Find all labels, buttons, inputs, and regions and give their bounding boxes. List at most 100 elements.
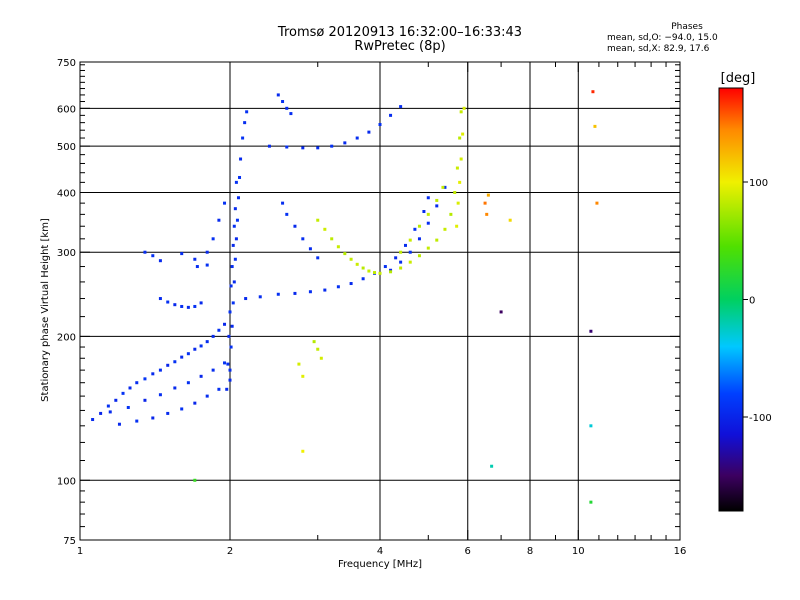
data-point-o xyxy=(233,257,237,261)
data-point-x xyxy=(435,238,439,242)
labels-layer: Frequency [MHz] Stationary phase Virtual… xyxy=(40,218,422,570)
data-point-o xyxy=(180,407,184,411)
data-point-o xyxy=(205,340,209,344)
colorbar: [deg] -100 0 100 xyxy=(718,71,772,512)
data-point-x xyxy=(483,201,487,205)
data-point-o xyxy=(285,212,289,216)
data-point-o xyxy=(143,377,147,381)
data-point-o xyxy=(343,141,347,145)
data-point-o xyxy=(443,185,447,189)
data-point-o xyxy=(230,265,234,269)
data-point-o xyxy=(308,247,312,251)
data-point-o xyxy=(205,394,209,398)
x-tick-label: 16 xyxy=(674,546,687,557)
data-point-o xyxy=(361,277,365,281)
data-point-o xyxy=(239,157,243,161)
data-point-o xyxy=(199,344,203,348)
data-point-o xyxy=(267,144,271,148)
data-point-o xyxy=(217,387,221,391)
data-point-x xyxy=(462,106,466,110)
data-point-o xyxy=(229,345,233,349)
y-axis-label: Stationary phase Virtual Height [km] xyxy=(40,218,51,402)
data-point-o xyxy=(180,355,184,359)
y-tick-label: 750 xyxy=(57,58,76,69)
data-point-o xyxy=(180,304,184,308)
y-tick-label: 200 xyxy=(57,332,76,343)
data-point-x xyxy=(297,362,301,366)
data-point-o xyxy=(293,291,297,295)
data-point-x xyxy=(301,374,305,378)
data-point-x xyxy=(459,157,463,161)
data-point-x xyxy=(458,136,462,140)
data-point-x xyxy=(399,250,403,254)
data-point-x xyxy=(459,110,463,114)
data-point-o xyxy=(231,243,235,247)
colorbar-tick-label: 100 xyxy=(749,178,768,189)
chart-title-block: Tromsø 20120913 16:32:00–16:33:43 RwPret… xyxy=(0,26,800,54)
data-point-o xyxy=(293,224,297,228)
data-point-x xyxy=(367,269,371,273)
data-point-o xyxy=(166,363,170,367)
x-tick-label: 10 xyxy=(572,546,585,557)
data-point-o xyxy=(389,268,393,272)
data-point-o xyxy=(323,288,327,292)
data-point-x xyxy=(389,270,393,274)
data-point-o xyxy=(91,418,95,422)
data-point-o xyxy=(399,260,403,264)
x-tick-label: 4 xyxy=(377,546,383,557)
data-point-o xyxy=(108,410,112,414)
data-point-o xyxy=(285,145,289,149)
data-point-o xyxy=(143,250,147,254)
data-point-o xyxy=(99,411,103,415)
data-point-x xyxy=(193,478,197,482)
data-point-o xyxy=(330,144,334,148)
data-point-x xyxy=(361,266,365,270)
data-point-o xyxy=(143,398,147,402)
data-point-x xyxy=(312,340,316,344)
y-tick-label: 600 xyxy=(57,104,76,115)
data-point-o xyxy=(236,196,240,200)
y-tick-label: 100 xyxy=(57,476,76,487)
data-point-x xyxy=(323,227,327,231)
data-point-x xyxy=(355,262,359,266)
data-point-o xyxy=(281,100,285,104)
data-point-x xyxy=(426,212,430,216)
data-point-o xyxy=(235,218,239,222)
phase-stats-title: Phases xyxy=(671,22,703,32)
x-tick-label: 2 xyxy=(227,546,233,557)
data-point-o xyxy=(193,401,197,405)
chart-subtitle: RwPretec (8p) xyxy=(354,39,446,54)
data-point-x xyxy=(508,218,512,222)
data-point-o xyxy=(173,386,177,390)
data-point-o xyxy=(114,398,118,402)
data-point-o xyxy=(276,93,280,97)
data-point-o xyxy=(367,130,371,134)
data-point-o xyxy=(211,237,215,241)
data-point-x xyxy=(343,252,347,256)
data-point-x xyxy=(591,90,595,94)
data-point-o xyxy=(408,250,412,254)
data-point-x xyxy=(399,266,403,270)
data-point-o xyxy=(233,207,237,211)
data-point-o xyxy=(205,263,209,267)
data-point-o xyxy=(378,123,382,127)
data-point-x xyxy=(426,246,430,250)
data-point-o xyxy=(195,265,199,269)
data-point-o xyxy=(413,227,417,231)
data-point-x xyxy=(443,227,447,231)
data-point-o xyxy=(383,265,387,269)
data-point-o xyxy=(135,419,139,423)
data-point-o xyxy=(316,256,320,260)
data-point-o xyxy=(229,284,233,288)
colorbar-rect xyxy=(719,88,743,511)
phase-stats-x: mean, sd,X: 82.9, 17.6 xyxy=(607,44,710,54)
data-point-o xyxy=(589,329,593,333)
data-point-o xyxy=(158,368,162,372)
data-point-o xyxy=(217,328,221,332)
data-point-o xyxy=(281,201,285,205)
data-point-x xyxy=(486,193,490,197)
data-point-x xyxy=(373,271,377,275)
data-point-o xyxy=(232,280,236,284)
data-point-x xyxy=(458,180,462,184)
